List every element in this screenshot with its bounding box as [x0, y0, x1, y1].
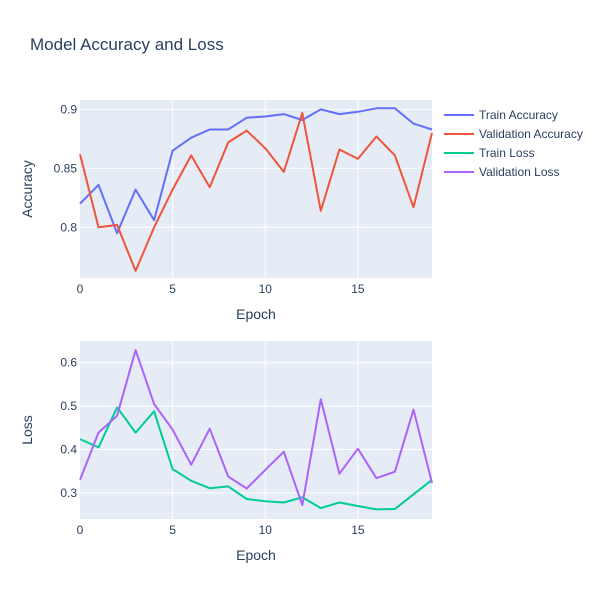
- loss-x-axis-title: Epoch: [236, 547, 276, 563]
- accuracy-x-tick-label: 5: [169, 282, 176, 296]
- accuracy-y-tick-label: 0.9: [60, 102, 77, 116]
- accuracy-y-axis-title: Accuracy: [19, 160, 35, 218]
- loss-x-tick-label: 15: [351, 523, 365, 537]
- loss-y-tick-label: 0.4: [60, 443, 77, 457]
- accuracy-x-tick-label: 15: [351, 282, 365, 296]
- accuracy-x-tick-label: 0: [77, 282, 84, 296]
- legend-item-train-loss[interactable]: Train Loss: [444, 146, 535, 160]
- loss-y-tick-label: 0.6: [60, 356, 77, 370]
- subplot-accuracy: 0 5 10 15 0.8 0.85 0.9 Epoch Accuracy: [19, 100, 433, 322]
- loss-x-tick-label: 0: [77, 523, 84, 537]
- legend-label: Train Loss: [479, 146, 535, 160]
- series-line-validation-loss[interactable]: [79, 349, 433, 507]
- legend-label: Train Accuracy: [479, 108, 558, 122]
- legend-item-train-accuracy[interactable]: Train Accuracy: [444, 108, 558, 122]
- accuracy-x-axis-title: Epoch: [236, 306, 276, 322]
- accuracy-y-tick-label: 0.8: [60, 220, 77, 234]
- series-line-train-loss[interactable]: [79, 406, 433, 511]
- accuracy-y-tick-label: 0.85: [54, 161, 78, 175]
- plots-area: 0 5 10 15 0.8 0.85 0.9 Epoch Accuracy 0 5 10 15 0.3 0.…: [19, 100, 433, 563]
- legend[interactable]: Train Accuracy Validation Accuracy Train L…: [444, 108, 583, 179]
- subplot-loss: 0 5 10 15 0.3 0.4 0.5 0.6 Epoch Loss: [19, 341, 433, 563]
- chart-title: Model Accuracy and Loss: [30, 35, 224, 54]
- accuracy-x-tick-label: 10: [259, 282, 273, 296]
- series-line-train-accuracy[interactable]: [79, 107, 433, 235]
- series-line-validation-accuracy[interactable]: [79, 112, 433, 272]
- loss-x-tick-label: 5: [169, 523, 176, 537]
- legend-item-validation-accuracy[interactable]: Validation Accuracy: [444, 127, 583, 141]
- loss-x-tick-label: 10: [259, 523, 273, 537]
- legend-label: Validation Accuracy: [479, 127, 583, 141]
- legend-label: Validation Loss: [479, 165, 560, 179]
- legend-item-validation-loss[interactable]: Validation Loss: [444, 165, 560, 179]
- loss-y-axis-title: Loss: [19, 415, 35, 445]
- accuracy-plot-background: [80, 100, 432, 278]
- loss-y-tick-label: 0.3: [60, 486, 77, 500]
- loss-y-tick-label: 0.5: [60, 399, 77, 413]
